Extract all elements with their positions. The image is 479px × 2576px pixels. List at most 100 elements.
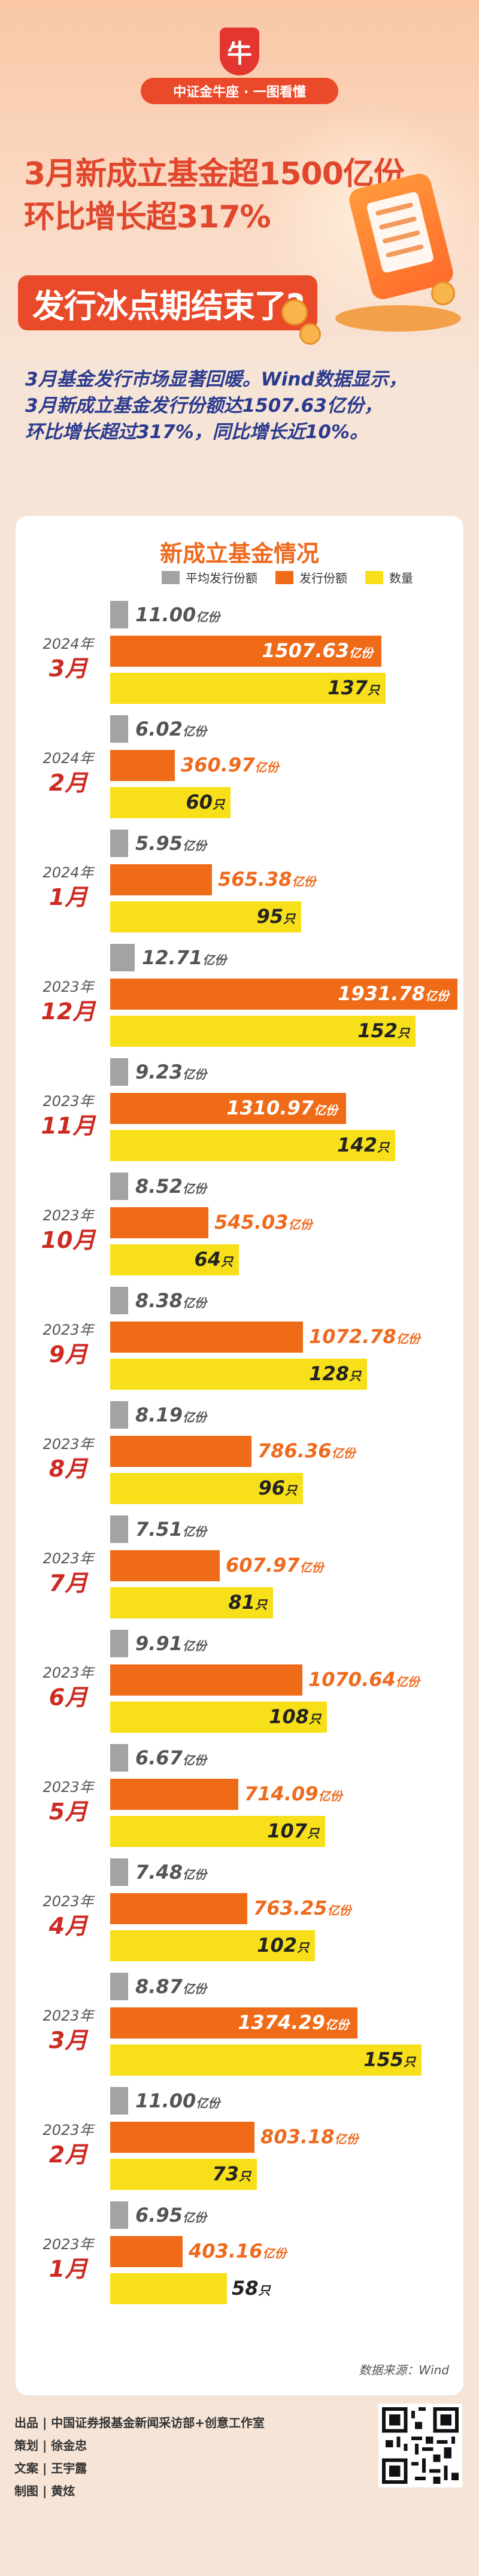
label-amount: 763.25亿份 bbox=[253, 1897, 351, 1919]
bull-logo: 牛 bbox=[202, 23, 277, 80]
label-count-number: 107 bbox=[267, 1819, 307, 1842]
group-year-label: 2023年 bbox=[43, 1322, 94, 1338]
label-average-unit: 亿份 bbox=[182, 1867, 207, 1882]
bar-amount bbox=[110, 1664, 302, 1696]
label-average: 8.19亿份 bbox=[135, 1404, 207, 1426]
label-average: 6.67亿份 bbox=[135, 1746, 207, 1769]
bar-amount bbox=[110, 1893, 247, 1924]
label-average-unit: 亿份 bbox=[182, 1410, 207, 1424]
label-average: 6.02亿份 bbox=[135, 718, 207, 740]
chart-group: 2023年 8月 8.19亿份 786.36亿份 96只 bbox=[16, 1401, 463, 1512]
label-count-number: 152 bbox=[357, 1019, 398, 1042]
group-month-label: 11月 bbox=[41, 1113, 96, 1139]
bar-amount bbox=[110, 750, 175, 781]
legend-swatch-count bbox=[365, 570, 383, 584]
bar-amount bbox=[110, 2122, 254, 2153]
label-amount-number: 763.25 bbox=[253, 1897, 328, 1919]
label-amount-unit: 亿份 bbox=[318, 1789, 342, 1803]
label-count: 142只 bbox=[337, 1134, 389, 1156]
headline-line-3: 发行冰点期结束了? bbox=[18, 275, 317, 330]
group-month-label: 10月 bbox=[41, 1227, 96, 1253]
label-count-unit: 只 bbox=[255, 1597, 267, 1612]
label-amount-unit: 亿份 bbox=[292, 874, 316, 889]
group-month-label: 5月 bbox=[48, 1799, 88, 1825]
group-month-label: 7月 bbox=[48, 1570, 88, 1596]
label-average-number: 9.23 bbox=[135, 1061, 183, 1083]
chart-group: 2023年 4月 7.48亿份 763.25亿份 102只 bbox=[16, 1858, 463, 1970]
label-count: 64只 bbox=[194, 1248, 233, 1271]
bar-amount bbox=[110, 979, 457, 1010]
bar-amount bbox=[110, 2236, 183, 2267]
group-year-label: 2024年 bbox=[43, 864, 94, 881]
bar-count bbox=[110, 1816, 325, 1847]
bar-count bbox=[110, 1130, 395, 1161]
label-count-unit: 只 bbox=[309, 1712, 321, 1726]
qr-code-icon bbox=[382, 2407, 459, 2484]
bar-average bbox=[110, 715, 128, 743]
label-amount-number: 1931.78 bbox=[338, 982, 425, 1005]
label-amount-unit: 亿份 bbox=[299, 1560, 324, 1575]
label-count-unit: 只 bbox=[221, 1254, 233, 1269]
label-count: 108只 bbox=[269, 1705, 321, 1728]
label-amount: 545.03亿份 bbox=[214, 1211, 312, 1234]
label-average: 9.91亿份 bbox=[135, 1632, 207, 1655]
label-amount: 607.97亿份 bbox=[226, 1554, 323, 1576]
bar-count bbox=[110, 1587, 273, 1618]
label-amount-unit: 亿份 bbox=[325, 2018, 349, 2032]
data-source: 数据来源：Wind bbox=[359, 2363, 449, 2377]
group-month-label: 1月 bbox=[48, 2256, 88, 2282]
label-amount-number: 1310.97 bbox=[226, 1096, 314, 1119]
label-count-number: 128 bbox=[309, 1362, 349, 1385]
legend-item-amount: 发行份额 bbox=[275, 569, 347, 586]
intro-line-2: 3月新成立基金发行份额达1507.63亿份， bbox=[25, 395, 383, 417]
bar-average bbox=[110, 1172, 128, 1200]
label-amount-unit: 亿份 bbox=[396, 1332, 420, 1346]
label-average-number: 6.67 bbox=[135, 1746, 183, 1769]
group-year-label: 2023年 bbox=[43, 2007, 94, 2024]
bar-count bbox=[110, 1473, 303, 1504]
chart-group: 2023年 5月 6.67亿份 714.09亿份 107只 bbox=[16, 1744, 463, 1855]
bar-amount bbox=[110, 1436, 251, 1467]
label-average-unit: 亿份 bbox=[182, 1982, 207, 1996]
label-count: 96只 bbox=[258, 1477, 297, 1499]
bar-average bbox=[110, 2087, 128, 2115]
qr-code bbox=[378, 2404, 462, 2487]
label-count-unit: 只 bbox=[404, 2055, 416, 2069]
headline-line-2: 环比增长超317% bbox=[24, 199, 271, 235]
chart-group: 2023年 7月 7.51亿份 607.97亿份 81只 bbox=[16, 1515, 463, 1627]
label-amount: 1931.78亿份 bbox=[338, 982, 449, 1005]
coin-icon bbox=[281, 299, 308, 326]
label-amount-unit: 亿份 bbox=[349, 646, 373, 660]
label-average-number: 9.91 bbox=[135, 1632, 183, 1655]
label-count: 81只 bbox=[228, 1591, 267, 1614]
label-amount: 1507.63亿份 bbox=[262, 639, 373, 662]
label-average-unit: 亿份 bbox=[182, 1753, 207, 1767]
bar-count bbox=[110, 1702, 327, 1733]
label-amount-unit: 亿份 bbox=[314, 1103, 338, 1117]
label-amount-number: 1070.64 bbox=[308, 1668, 396, 1691]
label-amount-number: 803.18 bbox=[260, 2125, 335, 2148]
label-amount-number: 1507.63 bbox=[262, 639, 349, 662]
legend-label-amount: 发行份额 bbox=[299, 571, 347, 585]
group-month-label: 9月 bbox=[48, 1341, 88, 1368]
label-count-number: 102 bbox=[257, 1934, 297, 1957]
label-count: 73只 bbox=[212, 2162, 251, 2185]
label-count-unit: 只 bbox=[307, 1826, 319, 1840]
label-average-number: 8.38 bbox=[135, 1289, 183, 1312]
label-amount-number: 565.38 bbox=[218, 868, 292, 891]
label-count-number: 96 bbox=[258, 1477, 285, 1499]
label-count-number: 142 bbox=[337, 1134, 377, 1156]
chart-group: 2024年 2月 6.02亿份 360.97亿份 60只 bbox=[16, 715, 463, 827]
group-year-label: 2023年 bbox=[43, 1664, 94, 1681]
label-average: 7.48亿份 bbox=[135, 1861, 207, 1884]
label-average-number: 12.71 bbox=[142, 946, 203, 969]
label-count-unit: 只 bbox=[297, 1940, 309, 1955]
group-year-label: 2024年 bbox=[43, 636, 94, 652]
label-amount: 360.97亿份 bbox=[181, 754, 278, 776]
group-year-label: 2023年 bbox=[43, 1207, 94, 1224]
label-amount-unit: 亿份 bbox=[288, 1217, 313, 1232]
label-amount-number: 1072.78 bbox=[309, 1325, 396, 1348]
bar-count bbox=[110, 1359, 367, 1390]
bar-count bbox=[110, 787, 231, 818]
group-month-label: 2月 bbox=[48, 2141, 88, 2168]
